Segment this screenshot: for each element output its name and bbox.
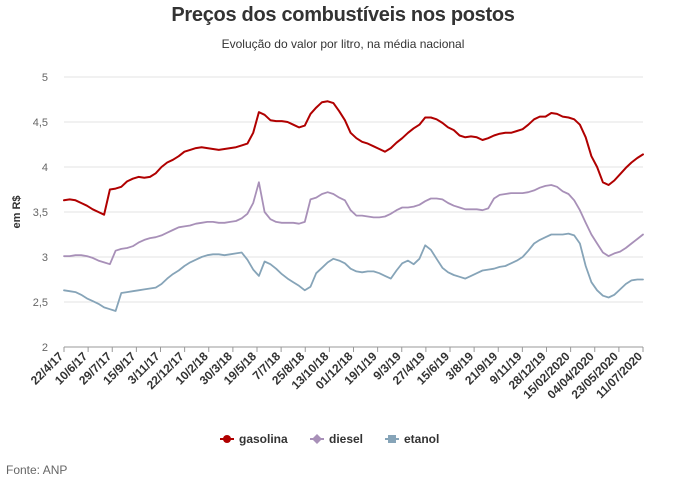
y-tick-label: 5 [42, 72, 48, 84]
legend-label: etanol [404, 432, 439, 446]
series-line-etanol [63, 232, 644, 312]
chart-subtitle: Evolução do valor por litro, na média na… [221, 37, 465, 51]
chart-title: Preços dos combustíveis nos postos [171, 4, 515, 26]
legend-marker-diamond-icon [312, 434, 322, 444]
y-tick-label: 2,5 [33, 297, 48, 309]
source-note: Fonte: ANP [6, 463, 68, 477]
y-tick-label: 2 [42, 342, 48, 354]
y-axis-title: em R$ [11, 195, 23, 228]
y-tick-label: 4 [42, 162, 48, 174]
y-tick-label: 3 [42, 252, 48, 264]
legend-marker-circle-icon [223, 435, 231, 443]
legend-label: diesel [329, 432, 363, 446]
legend-item-etanol: etanol [385, 432, 439, 446]
legend-item-gasolina: gasolina [220, 432, 288, 446]
x-axis-ticks: 22/4/1710/6/1729/7/1715/9/173/11/1722/12… [28, 347, 645, 402]
series-line-diesel [63, 181, 644, 266]
legend-label: gasolina [239, 432, 288, 446]
series-line-gasolina [63, 100, 644, 216]
legend-marker-square-icon [388, 435, 396, 443]
y-axis-ticks: 2 2,5 3 3,5 4 4,5 5 [33, 72, 48, 354]
legend: gasolina diesel etanol [220, 432, 439, 446]
y-tick-label: 4,5 [33, 117, 48, 129]
series-lines [63, 100, 644, 312]
y-tick-label: 3,5 [33, 207, 48, 219]
legend-item-diesel: diesel [310, 432, 363, 446]
